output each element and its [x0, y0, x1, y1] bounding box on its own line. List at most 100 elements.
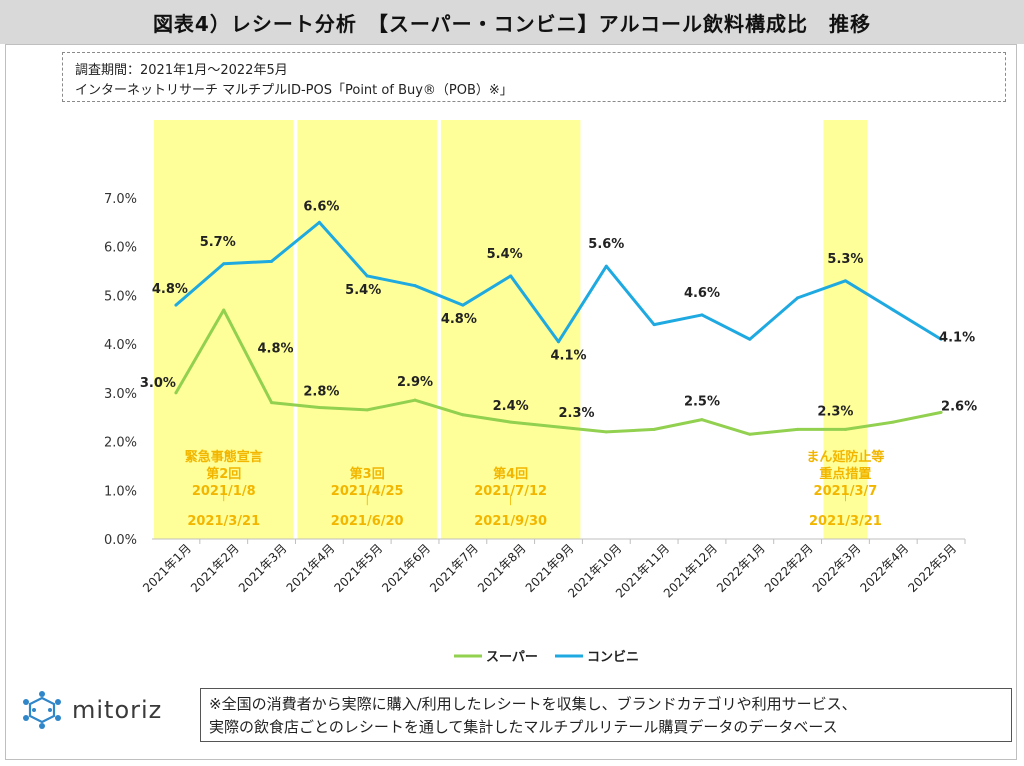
page-title: 図表4）レシート分析 【スーパー・コンビニ】アルコール飲料構成比 推移 — [152, 11, 872, 36]
data-point — [604, 430, 608, 434]
y-tick-label: 2.0% — [104, 436, 137, 451]
legend-label: コンビニ — [587, 649, 639, 665]
x-tick-label: 2021年1月 — [140, 541, 194, 595]
title-bar: 図表4）レシート分析 【スーパー・コンビニ】アルコール飲料構成比 推移 — [0, 0, 1024, 44]
data-point — [461, 303, 465, 307]
x-tick-label: 2022年2月 — [762, 541, 816, 595]
band-label: ｜ — [219, 490, 229, 503]
y-tick-label: 0.0% — [104, 533, 137, 548]
band-label: 第3回 — [350, 466, 385, 482]
band-label: まん延防止等 — [806, 449, 884, 465]
band-label: ｜ — [840, 490, 850, 503]
emergency-band — [823, 120, 868, 539]
survey-period: 調査期間：2021年1月〜2022年5月 — [75, 63, 288, 78]
logo-text: mitoriz — [72, 696, 163, 724]
x-tick-label: 2022年4月 — [858, 541, 912, 595]
data-label: 4.8% — [152, 282, 188, 297]
data-point — [557, 340, 560, 344]
content-frame — [5, 44, 1017, 760]
x-tick-label: 2022年5月 — [905, 541, 959, 595]
data-point — [222, 308, 226, 312]
data-point — [748, 432, 752, 436]
data-point — [652, 427, 656, 431]
data-label: 2.3% — [558, 406, 594, 421]
x-tick-label: 2021年5月 — [331, 541, 385, 595]
data-point — [843, 279, 847, 283]
y-tick-label: 6.0% — [104, 241, 137, 256]
data-point — [796, 427, 800, 431]
data-point — [557, 425, 560, 429]
legend-label: スーパー — [486, 650, 538, 665]
data-label: 2.9% — [397, 375, 433, 390]
data-label: 2.3% — [817, 404, 853, 419]
y-tick-label: 5.0% — [104, 289, 137, 304]
footnote-box: ※全国の消費者から実際に購入/利用したレシートを収集し、ブランドカテゴリや利用サ… — [200, 688, 1012, 742]
y-tick-label: 1.0% — [104, 484, 137, 499]
footnote-line-1: ※全国の消費者から実際に購入/利用したレシートを収集し、ブランドカテゴリや利用サ… — [209, 695, 857, 713]
band-label: ｜ — [506, 494, 516, 507]
band-label: 2021/6/20 — [331, 514, 404, 529]
data-point — [700, 313, 704, 317]
data-point — [843, 427, 847, 431]
data-label: 4.1% — [939, 330, 975, 345]
band-label: 第2回 — [206, 466, 241, 482]
band-label: 2021/7/12 — [474, 484, 547, 499]
x-tick-label: 2021年3月 — [236, 541, 290, 595]
data-point — [270, 401, 274, 405]
data-label: 2.6% — [941, 399, 977, 414]
y-tick-label: 3.0% — [104, 387, 137, 402]
data-label: 2.5% — [684, 395, 720, 410]
mitoriz-logo: mitoriz — [20, 690, 185, 730]
band-label: 2021/9/30 — [474, 514, 547, 529]
y-tick-label: 4.0% — [104, 338, 137, 353]
data-label: 4.8% — [441, 312, 477, 327]
data-point — [174, 391, 178, 395]
band-label: ｜ — [362, 494, 372, 507]
emergency-band — [154, 120, 294, 539]
y-tick-label: 7.0% — [104, 192, 137, 207]
data-label: 3.0% — [140, 376, 176, 391]
data-label: 5.7% — [200, 235, 236, 250]
band-label: 2021/3/7 — [814, 484, 878, 499]
data-label: 6.6% — [303, 199, 339, 214]
footnote-line-2: 実際の飲食店ごとのレシートを通して集計したマルチプルリテール購買データのデータベ… — [209, 718, 838, 736]
data-point — [604, 264, 608, 268]
data-label: 4.6% — [684, 286, 720, 301]
band-label: 重点措置 — [819, 466, 871, 482]
x-tick-label: 2022年3月 — [810, 541, 864, 595]
data-point — [365, 274, 369, 278]
x-tick-label: 2021年4月 — [284, 541, 338, 595]
data-point — [270, 259, 274, 263]
survey-info-box: 調査期間：2021年1月〜2022年5月 インターネットリサーチ マルチプルID… — [62, 52, 1006, 102]
band-label: 2021/4/25 — [331, 484, 404, 499]
data-point — [413, 284, 417, 288]
data-label: 2.8% — [303, 384, 339, 399]
band-label: 2021/3/21 — [187, 514, 260, 529]
data-label: 2.4% — [493, 399, 529, 414]
data-point — [413, 398, 417, 402]
data-point — [652, 323, 656, 327]
data-point — [509, 420, 513, 424]
data-label: 4.1% — [550, 349, 586, 364]
data-point — [891, 420, 895, 424]
data-point — [365, 408, 369, 412]
data-label: 5.4% — [487, 247, 523, 262]
data-point — [222, 262, 226, 266]
data-point — [939, 337, 943, 341]
data-point — [796, 296, 800, 300]
logo-mark-icon — [23, 691, 61, 729]
data-point — [509, 274, 513, 278]
band-label: 第4回 — [493, 466, 528, 482]
band-label: 緊急事態宣言 — [185, 449, 263, 465]
emergency-band — [297, 120, 437, 539]
data-point — [748, 337, 752, 341]
data-label: 5.4% — [345, 283, 381, 298]
data-point — [317, 405, 321, 409]
x-tick-label: 2022年1月 — [714, 541, 768, 595]
x-tick-label: 2021年6月 — [379, 541, 433, 595]
data-label: 4.8% — [258, 342, 294, 357]
line-chart: 緊急事態宣言第2回2021/1/8｜2021/3/21第3回2021/4/25｜… — [104, 120, 977, 665]
band-label: 2021/3/21 — [809, 514, 882, 529]
data-label: 5.6% — [588, 237, 624, 252]
data-point — [700, 418, 704, 422]
